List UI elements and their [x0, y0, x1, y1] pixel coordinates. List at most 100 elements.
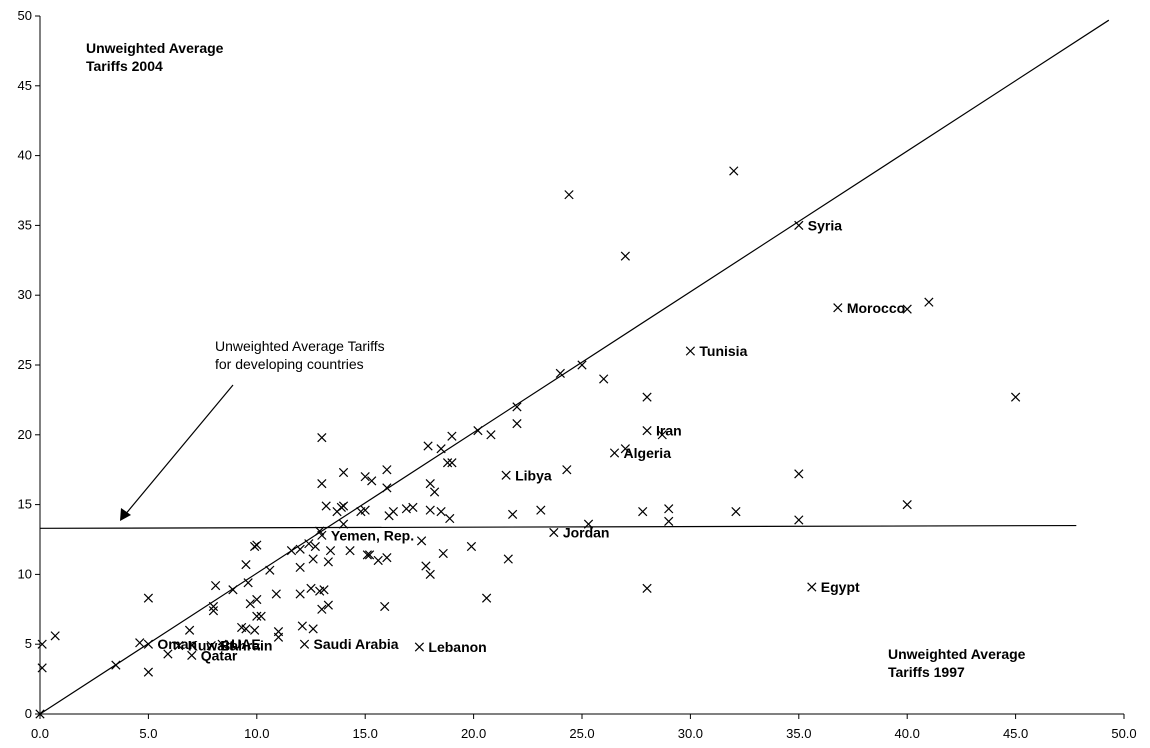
data-point	[425, 569, 435, 580]
developing-average-annotation-line1: Unweighted Average Tariffs	[215, 338, 385, 354]
marker-stroke	[507, 509, 518, 519]
data-point	[362, 550, 372, 560]
x-tick-label: 25.0	[569, 726, 594, 741]
data-point	[364, 550, 375, 560]
data-point-jordan	[549, 527, 559, 538]
data-point	[273, 632, 284, 642]
x-tick-label: 20.0	[461, 726, 486, 741]
marker-stroke	[250, 625, 260, 635]
marker-stroke	[364, 550, 375, 560]
marker-stroke	[308, 624, 318, 634]
y-tick-label: 25	[18, 357, 32, 372]
marker-stroke	[252, 594, 262, 605]
marker-stroke	[408, 502, 418, 513]
marker-stroke	[481, 593, 492, 603]
marker-stroke	[382, 483, 392, 493]
point-label-syria: Syria	[808, 217, 842, 233]
data-point	[436, 444, 446, 454]
data-point	[252, 594, 262, 605]
data-point-lebanon	[414, 642, 425, 652]
marker-stroke	[184, 625, 195, 635]
data-point	[382, 553, 392, 563]
point-label-iran: Iran	[656, 423, 682, 439]
labeled-data-points: Syria Morocco Tunisia Iran Algeria Libya Jorda…	[143, 217, 905, 663]
data-point	[421, 561, 431, 571]
data-point	[360, 472, 370, 482]
marker-stroke	[295, 589, 305, 599]
marker-stroke	[35, 709, 45, 719]
y-tick-label: 45	[18, 78, 32, 93]
marker-stroke	[325, 546, 336, 556]
marker-stroke	[549, 527, 559, 538]
data-point	[729, 166, 739, 176]
data-point	[562, 465, 572, 475]
x-tick-label: 35.0	[786, 726, 811, 741]
marker-stroke	[425, 505, 435, 515]
marker-stroke	[297, 621, 307, 631]
data-point	[481, 593, 492, 603]
marker-stroke	[562, 465, 572, 475]
point-label-morocco: Morocco	[847, 300, 905, 316]
marker-stroke	[135, 638, 145, 648]
marker-stroke	[414, 642, 425, 652]
data-point	[583, 519, 594, 529]
y-tick-label: 35	[18, 217, 32, 232]
data-point	[512, 402, 522, 412]
marker-stroke	[310, 541, 320, 552]
data-point	[664, 504, 674, 514]
developing-average-annotation-line2: for developing countries	[215, 356, 364, 372]
data-point	[252, 540, 262, 550]
y-axis-title-line2: Tariffs 2004	[86, 58, 163, 74]
x-tick-label: 50.0	[1111, 726, 1136, 741]
x-axis-title-line2: Tariffs 1997	[888, 664, 965, 680]
data-point	[295, 589, 305, 599]
x-axis-title-line1: Unweighted Average	[888, 646, 1026, 662]
marker-stroke	[243, 578, 253, 588]
x-tick-label: 10.0	[244, 726, 269, 741]
marker-stroke	[236, 622, 247, 633]
marker-stroke	[306, 583, 316, 593]
data-point	[388, 506, 399, 517]
marker-stroke	[555, 368, 565, 379]
marker-stroke	[382, 553, 392, 563]
data-point	[638, 506, 648, 517]
marker-stroke	[425, 479, 435, 489]
marker-stroke	[421, 561, 431, 571]
marker-stroke	[564, 190, 574, 200]
data-point	[228, 585, 238, 595]
marker-stroke	[473, 425, 483, 436]
data-point	[731, 506, 741, 517]
data-points	[35, 166, 1021, 719]
data-point	[241, 624, 251, 634]
y-ticks: 0 5 10 15 20 25 30 35 40 45 50	[18, 8, 40, 721]
marker-stroke	[436, 506, 446, 517]
marker-stroke	[657, 430, 667, 440]
y-axis-title-line1: Unweighted Average	[86, 40, 224, 56]
data-point	[323, 600, 333, 610]
data-point	[664, 516, 674, 526]
marker-stroke	[794, 515, 804, 525]
marker-stroke	[902, 499, 912, 510]
marker-stroke	[317, 479, 327, 489]
x-tick-label: 40.0	[895, 726, 920, 741]
data-point	[321, 501, 331, 511]
data-point	[252, 611, 262, 621]
marker-stroke	[208, 606, 219, 616]
data-point	[295, 562, 305, 573]
marker-stroke	[252, 540, 262, 550]
marker-stroke	[208, 601, 219, 612]
marker-stroke	[436, 444, 446, 454]
data-point	[373, 555, 383, 566]
data-point	[50, 631, 60, 641]
data-point	[382, 465, 392, 475]
point-label-saudi-arabia: Saudi Arabia	[313, 636, 398, 652]
data-point	[306, 583, 316, 593]
data-point	[243, 578, 253, 588]
marker-stroke	[620, 444, 630, 454]
marker-stroke	[382, 465, 392, 475]
point-label-qatar: Qatar	[201, 647, 238, 663]
x-tick-label: 0.0	[31, 726, 49, 741]
diagonal-line	[39, 19, 1110, 715]
marker-stroke	[445, 513, 455, 524]
data-point-saudi-arabia	[299, 639, 310, 649]
